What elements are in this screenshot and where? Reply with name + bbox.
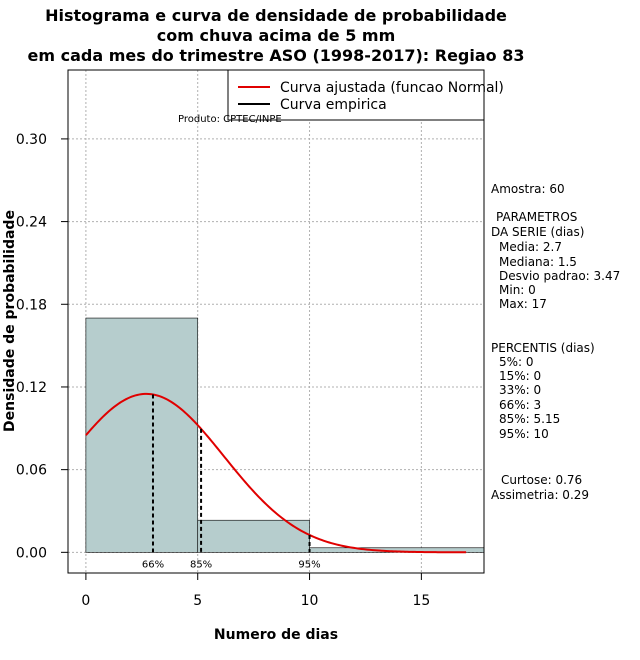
chart-title-line-2: com chuva acima de 5 mm <box>157 26 396 45</box>
y-tick-label-3: 0.18 <box>16 297 47 313</box>
param-max: Max: 17 <box>499 297 547 311</box>
percentile-label-1: 85% <box>190 559 212 570</box>
percentis-title: PERCENTIS (dias) <box>491 341 595 355</box>
x-tick-label-2: 10 <box>301 593 319 609</box>
x-tick-label-1: 5 <box>193 593 202 609</box>
percentil-85: 85%: 5.15 <box>499 412 560 426</box>
params-title-1: PARAMETROS <box>496 210 577 224</box>
x-axis: 0 5 10 15 <box>81 572 430 609</box>
y-axis: 0.00 0.06 0.12 0.18 0.24 0.30 <box>16 132 69 561</box>
param-std: Desvio padrao: 3.47 <box>499 269 620 283</box>
percentil-95: 95%: 10 <box>499 427 549 441</box>
percentil-15: 15%: 0 <box>499 369 541 383</box>
legend-label-normal: Curva ajustada (funcao Normal) <box>280 80 504 96</box>
chart-title-line-1: Histograma e curva de densidade de proba… <box>45 6 507 25</box>
percentile-markers: 66% 85% 95% <box>142 394 321 570</box>
y-tick-label-5: 0.30 <box>16 132 47 148</box>
param-median: Mediana: 1.5 <box>499 255 577 269</box>
normal-curve <box>85 392 467 554</box>
stats-panel: Amostra: 60 PARAMETROS DA SERIE (dias) M… <box>491 182 620 502</box>
legend: Curva ajustada (funcao Normal) Curva emp… <box>227 69 504 121</box>
y-tick-label-2: 0.12 <box>16 380 47 396</box>
percentile-label-0: 66% <box>142 559 164 570</box>
sample-size: Amostra: 60 <box>491 182 565 196</box>
y-tick-label-0: 0.00 <box>16 545 47 561</box>
legend-box <box>227 69 485 121</box>
legend-label-empirical: Curva empirica <box>280 97 387 113</box>
chart-title-line-3: em cada mes do trimestre ASO (1998-2017)… <box>28 46 525 65</box>
params-title-2: DA SERIE (dias) <box>491 225 584 239</box>
product-label: Produto: CPTEC/INPE <box>178 114 282 125</box>
percentile-label-2: 95% <box>298 559 320 570</box>
y-axis-label: Densidade de probabilidade <box>2 210 18 432</box>
param-min: Min: 0 <box>499 283 536 297</box>
percentil-5: 5%: 0 <box>499 355 534 369</box>
percentil-33: 33%: 0 <box>499 383 541 397</box>
x-axis-label: Numero de dias <box>214 627 338 643</box>
curtose: Curtose: 0.76 <box>501 473 582 487</box>
histogram-bar-0 <box>85 317 199 553</box>
param-mean: Media: 2.7 <box>499 240 562 254</box>
assimetria: Assimetria: 0.29 <box>491 488 589 502</box>
x-tick-label-0: 0 <box>81 593 90 609</box>
y-tick-label-1: 0.06 <box>16 463 47 479</box>
percentil-66: 66%: 3 <box>499 398 541 412</box>
y-tick-label-4: 0.24 <box>16 215 47 231</box>
x-tick-label-3: 15 <box>412 593 430 609</box>
histogram-bars <box>85 317 485 553</box>
